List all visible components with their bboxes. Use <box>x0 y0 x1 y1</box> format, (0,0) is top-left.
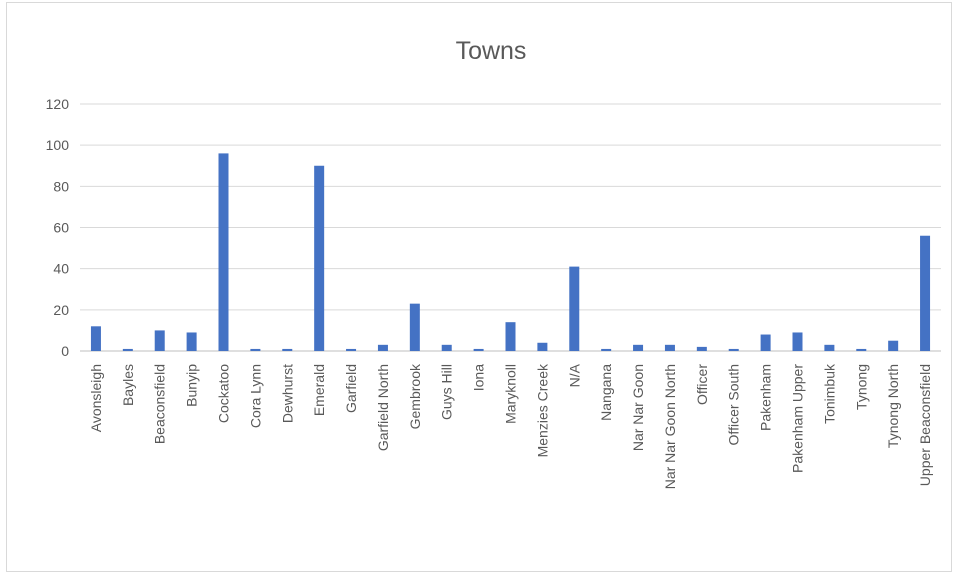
chart-title: Towns <box>456 37 527 65</box>
bar-menzies-creek <box>537 342 548 351</box>
bar-officer <box>696 346 707 351</box>
bar-upper-beaconsfield <box>920 235 931 351</box>
bar-chart: Towns 0 20 40 60 80 100 120 Avonsleigh Bayles Be… <box>46 37 941 489</box>
x-category-label: Pakenham <box>758 364 774 431</box>
x-category-label: Bayles <box>120 364 136 406</box>
bar-dewhurst <box>282 348 293 351</box>
x-category-label: Pakenham Upper <box>790 364 806 473</box>
x-category-label: Beaconsfield <box>152 364 168 444</box>
x-category-label: Avonsleigh <box>88 364 104 432</box>
bar-emerald <box>314 165 325 351</box>
bar-nar-nar-goon-north <box>664 344 675 351</box>
x-category-label: N/A <box>566 363 582 387</box>
y-tick-label: 40 <box>53 261 69 277</box>
gridlines <box>80 103 941 352</box>
x-category-label: Emerald <box>311 364 327 416</box>
bar-tynong-north <box>888 340 899 351</box>
x-category-label: Bunyip <box>184 364 200 407</box>
x-category-label: Officer South <box>726 364 742 445</box>
x-category-label: Garfield North <box>375 364 391 451</box>
bar-bunyip <box>186 332 197 351</box>
x-category-label: Garfield <box>343 364 359 413</box>
y-tick-label: 80 <box>53 178 69 194</box>
x-category-label: Tonimbuk <box>821 363 837 424</box>
x-category-label: Nangana <box>598 364 614 421</box>
bar-guys-hill <box>441 344 452 351</box>
chart-area: Towns 0 20 40 60 80 100 120 Avonsleigh Bayles Be… <box>6 2 952 572</box>
x-category-label: Maryknoll <box>503 364 519 424</box>
bar-officer-south <box>728 348 739 351</box>
bar-nangana <box>601 348 612 351</box>
x-axis-categories: Avonsleigh Bayles Beaconsfield Bunyip Cockat… <box>88 363 933 489</box>
bar-pakenham-upper <box>792 332 803 351</box>
y-tick-label: 100 <box>46 137 70 153</box>
y-tick-label: 0 <box>61 343 69 359</box>
bar-maryknoll <box>505 322 516 351</box>
bar-iona <box>473 348 484 351</box>
x-category-label: Cockatoo <box>216 364 232 423</box>
bar-tynong <box>856 348 867 351</box>
y-tick-label: 120 <box>46 96 70 112</box>
x-category-label: Guys Hill <box>439 364 455 420</box>
bar-avonsleigh <box>90 326 101 351</box>
y-tick-label: 60 <box>53 220 69 236</box>
x-category-label: Nar Nar Goon <box>630 364 646 451</box>
x-category-label: Tynong <box>853 364 869 410</box>
x-category-label: Upper Beaconsfield <box>917 364 933 486</box>
x-category-label: Tynong North <box>885 364 901 448</box>
bar-nar-nar-goon <box>633 344 644 351</box>
x-category-label: Cora Lynn <box>247 364 263 428</box>
bar-garfield <box>346 348 357 351</box>
y-axis-ticks: 0 20 40 60 80 100 120 <box>46 96 70 359</box>
y-tick-label: 20 <box>53 302 69 318</box>
bar-n-a <box>569 266 580 351</box>
x-category-label: Nar Nar Goon North <box>662 364 678 489</box>
bar-cora-lynn <box>250 348 261 351</box>
x-category-label: Officer <box>694 364 710 405</box>
bar-gembrook <box>409 303 420 351</box>
x-category-label: Gembrook <box>407 363 423 429</box>
bar-beaconsfield <box>154 330 165 351</box>
x-category-label: Dewhurst <box>279 364 295 423</box>
x-category-label: Iona <box>471 364 487 391</box>
bars <box>90 153 931 351</box>
bar-tonimbuk <box>824 344 835 351</box>
bar-bayles <box>122 348 133 351</box>
bar-garfield-north <box>377 344 388 351</box>
x-category-label: Menzies Creek <box>534 363 550 457</box>
bar-pakenham <box>760 334 771 351</box>
bar-cockatoo <box>218 153 229 351</box>
